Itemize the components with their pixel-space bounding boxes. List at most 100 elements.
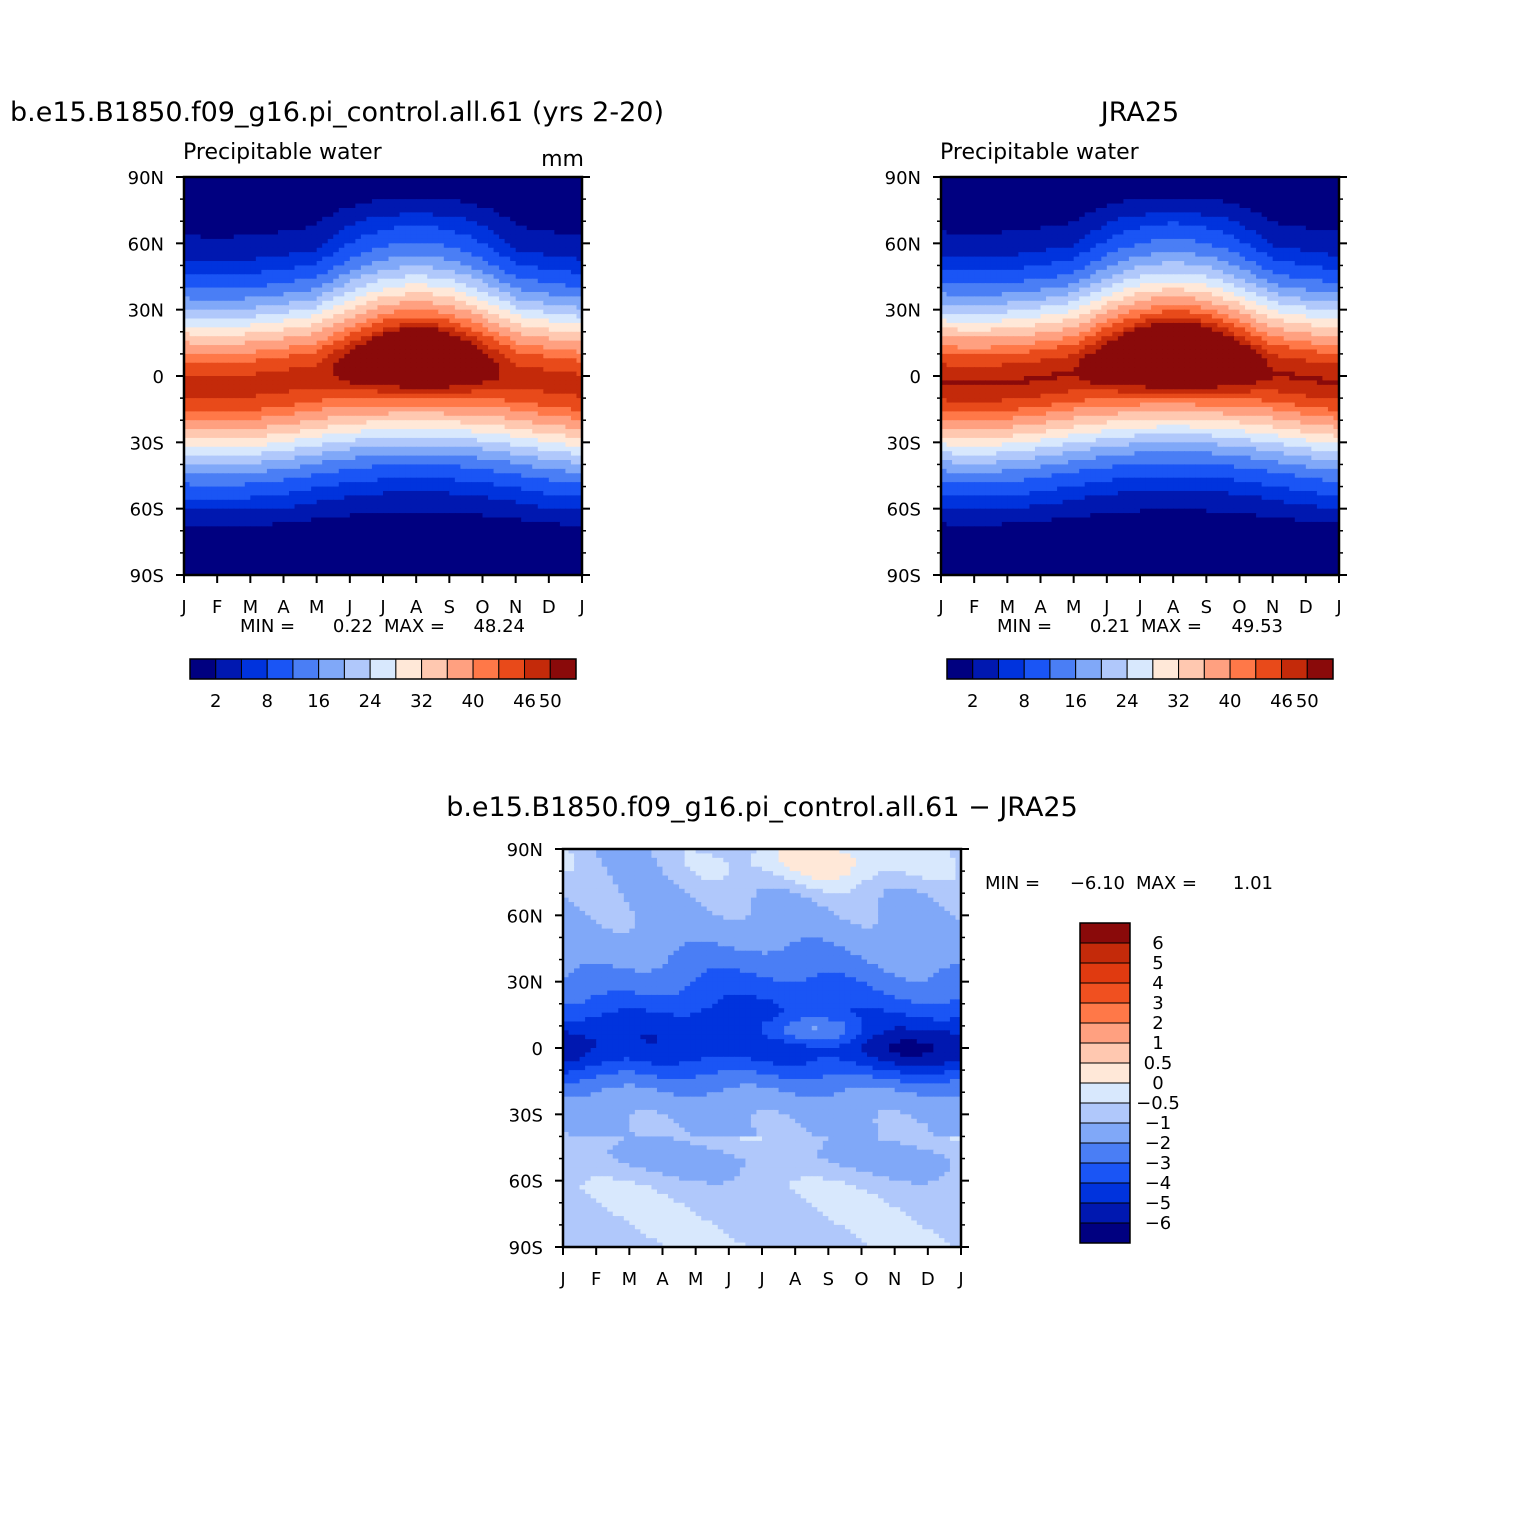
contour-cell (443, 212, 450, 218)
contour-cell (471, 336, 478, 342)
contour-cell (394, 402, 401, 408)
contour-cell (222, 468, 229, 474)
contour-cell (289, 300, 296, 306)
contour-cell (543, 212, 550, 218)
contour-cell (460, 212, 467, 218)
contour-cell (565, 437, 572, 443)
contour-cell (482, 238, 489, 244)
contour-cell (465, 318, 473, 324)
contour-cell (272, 482, 279, 488)
contour-cell (438, 358, 445, 364)
contour-cell (189, 420, 196, 426)
contour-cell (504, 402, 511, 408)
contour-cell (405, 234, 412, 240)
contour-cell (394, 190, 401, 196)
contour-cell (371, 212, 379, 218)
contour-cell (261, 212, 268, 218)
contour-cell (465, 203, 473, 209)
contour-cell (294, 331, 301, 337)
contour-cell (255, 225, 262, 231)
contour-cell (510, 291, 517, 297)
contour-cell (399, 283, 406, 289)
contour-cell (239, 296, 246, 302)
contour-cell (521, 384, 528, 390)
contour-cell (266, 234, 274, 240)
contour-cell (554, 336, 561, 342)
contour-cell (184, 327, 191, 333)
contour-cell (416, 442, 423, 448)
contour-cell (272, 185, 279, 191)
contour-cell (327, 291, 334, 297)
contour-cell (239, 340, 246, 346)
contour-cell (283, 473, 290, 479)
contour-cell (432, 455, 439, 461)
contour-cell (454, 477, 461, 483)
contour-cell (443, 296, 450, 302)
contour-cell (565, 393, 572, 399)
contour-cell (488, 230, 495, 236)
contour-cell (377, 455, 384, 461)
contour-cell (449, 247, 456, 253)
contour-cell (349, 296, 356, 302)
contour-cell (294, 314, 301, 320)
contour-cell (499, 376, 506, 382)
contour-cell (388, 190, 395, 196)
contour-cell (294, 433, 301, 439)
contour-cell (526, 274, 533, 280)
contour-cell (565, 460, 572, 466)
contour-cell (200, 230, 207, 236)
contour-cell (532, 234, 539, 240)
contour-cell (366, 230, 373, 236)
contour-cell (421, 371, 428, 377)
contour-cell (416, 274, 423, 280)
contour-cell (388, 296, 395, 302)
contour-cell (360, 256, 368, 262)
contour-cell (228, 238, 235, 244)
contour-cell (416, 238, 423, 244)
contour-cell (416, 362, 423, 368)
contour-cell (383, 230, 390, 236)
contour-cell (338, 380, 345, 386)
contour-cell (360, 265, 368, 271)
contour-cell (432, 181, 439, 187)
contour-cell (410, 252, 417, 258)
contour-cell (189, 451, 196, 457)
contour-cell (371, 177, 379, 183)
contour-cell (233, 411, 240, 417)
contour-cell (344, 446, 351, 452)
contour-cell (394, 194, 401, 200)
contour-cell (443, 234, 450, 240)
contour-cell (526, 252, 533, 258)
contour-cell (377, 358, 384, 364)
contour-cell (471, 269, 478, 275)
contour-cell (554, 402, 561, 408)
contour-cell (305, 389, 312, 395)
contour-cell (360, 389, 368, 395)
contour-cell (526, 331, 533, 337)
contour-cell (543, 358, 550, 364)
contour-cell (327, 274, 334, 280)
contour-cell (283, 380, 290, 386)
contour-cell (493, 353, 500, 359)
contour-cell (576, 402, 583, 408)
contour-cell (405, 437, 412, 443)
contour-cell (222, 305, 229, 311)
contour-cell (189, 278, 196, 284)
contour-cell (333, 305, 340, 311)
contour-cell (189, 477, 196, 483)
contour-cell (239, 424, 246, 430)
contour-cell (355, 194, 362, 200)
contour-cell (576, 221, 583, 227)
contour-cell (344, 442, 351, 448)
contour-cell (195, 230, 202, 236)
contour-cell (200, 287, 207, 293)
contour-cell (222, 406, 229, 412)
contour-cell (239, 181, 246, 187)
contour-cell (349, 278, 356, 284)
contour-cell (482, 318, 489, 324)
contour-cell (305, 190, 312, 196)
panel-model: b.e15.B1850.f09_g16.pi_control.all.61 (y… (10, 97, 664, 712)
contour-cell (438, 230, 445, 236)
contour-cell (499, 247, 506, 253)
contour-cell (526, 221, 533, 227)
